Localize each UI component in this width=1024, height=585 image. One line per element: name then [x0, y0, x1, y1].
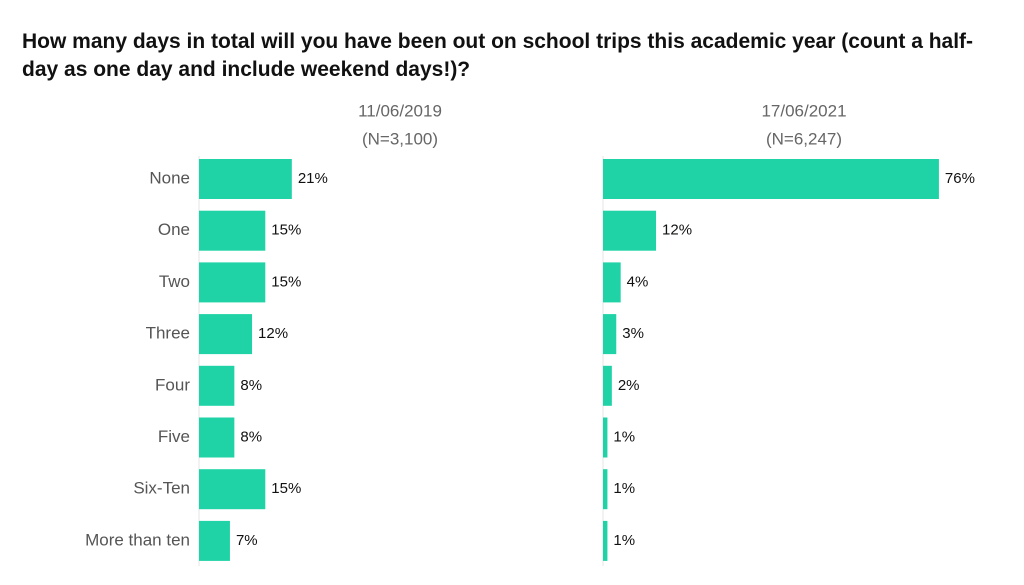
value-label: 7%: [236, 532, 258, 549]
panel-sample: (N=3,100): [362, 129, 438, 148]
value-label: 4%: [627, 273, 649, 290]
bar: [199, 262, 266, 303]
value-label: 21%: [298, 170, 328, 187]
value-label: 3%: [622, 325, 644, 342]
category-label: None: [149, 168, 190, 187]
bar: [603, 210, 657, 251]
value-label: 15%: [271, 222, 301, 239]
category-label: More than ten: [85, 530, 190, 549]
category-label: Three: [146, 324, 190, 343]
bar: [603, 159, 939, 199]
bar: [199, 469, 266, 510]
value-label: 15%: [271, 273, 301, 290]
category-label: One: [158, 220, 190, 239]
category-label: Six-Ten: [133, 479, 190, 498]
bar: [199, 314, 253, 355]
bar: [199, 520, 230, 561]
value-label: 12%: [662, 222, 692, 239]
bar: [199, 365, 235, 406]
value-label: 2%: [618, 377, 640, 394]
bar: [603, 314, 617, 355]
category-label: Two: [159, 272, 190, 291]
bar: [603, 520, 608, 561]
panel-header: 11/06/2019: [358, 101, 442, 120]
panel-header: 17/06/2021: [761, 101, 846, 120]
value-label: 8%: [240, 377, 262, 394]
chart-title: How many days in total will you have bee…: [22, 30, 974, 81]
category-label: Four: [155, 375, 190, 394]
category-label: Five: [158, 427, 190, 446]
value-label: 1%: [613, 428, 635, 445]
bar: [603, 417, 608, 458]
bar: [199, 159, 292, 199]
value-label: 1%: [613, 532, 635, 549]
bar: [603, 469, 608, 510]
value-label: 1%: [613, 480, 635, 497]
value-label: 8%: [240, 428, 262, 445]
value-label: 15%: [271, 480, 301, 497]
value-label: 12%: [258, 325, 288, 342]
bar: [603, 365, 612, 406]
panel-sample: (N=6,247): [766, 129, 842, 148]
bar: [199, 210, 266, 251]
value-label: 76%: [945, 170, 975, 187]
bar: [199, 417, 235, 458]
bar: [603, 262, 621, 303]
